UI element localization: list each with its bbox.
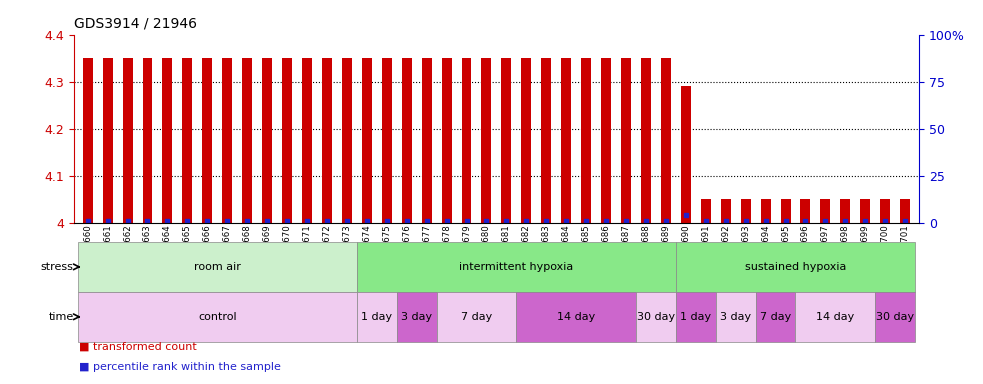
Text: GDS3914 / 21946: GDS3914 / 21946	[74, 17, 197, 31]
Text: 14 day: 14 day	[816, 312, 854, 322]
Bar	[302, 58, 312, 223]
Bar	[761, 199, 771, 223]
Bar	[716, 292, 756, 342]
Text: 30 day: 30 day	[876, 312, 914, 322]
Bar	[561, 58, 571, 223]
Bar	[83, 58, 92, 223]
Bar	[436, 292, 516, 342]
Bar	[860, 199, 870, 223]
Text: room air: room air	[194, 262, 241, 272]
Text: 3 day: 3 day	[401, 312, 433, 322]
Bar	[781, 199, 790, 223]
Bar	[222, 58, 232, 223]
Bar	[601, 58, 611, 223]
Bar	[183, 58, 193, 223]
Bar	[840, 199, 850, 223]
Text: 7 day: 7 day	[760, 312, 791, 322]
Text: 14 day: 14 day	[557, 312, 596, 322]
Bar	[621, 58, 631, 223]
Bar	[636, 292, 676, 342]
Text: 1 day: 1 day	[680, 312, 712, 322]
Bar	[880, 199, 891, 223]
Bar	[821, 199, 831, 223]
Text: ■ transformed count: ■ transformed count	[79, 341, 197, 351]
Bar	[542, 58, 551, 223]
Bar	[397, 292, 436, 342]
Bar	[501, 58, 511, 223]
Text: control: control	[198, 312, 237, 322]
Bar	[381, 58, 392, 223]
Bar	[516, 292, 636, 342]
Bar	[262, 58, 272, 223]
Bar	[441, 58, 451, 223]
Bar	[740, 199, 751, 223]
Bar	[357, 292, 397, 342]
Text: 30 day: 30 day	[637, 312, 675, 322]
Bar	[641, 58, 651, 223]
Bar	[756, 292, 795, 342]
Bar	[123, 58, 133, 223]
Bar	[661, 58, 670, 223]
Bar	[143, 58, 152, 223]
Bar	[162, 58, 172, 223]
Text: sustained hypoxia: sustained hypoxia	[745, 262, 846, 272]
Text: ■ percentile rank within the sample: ■ percentile rank within the sample	[79, 362, 280, 372]
Bar	[795, 292, 875, 342]
Bar	[721, 199, 730, 223]
Bar	[581, 58, 591, 223]
Bar	[701, 199, 711, 223]
Bar	[357, 242, 676, 292]
Bar	[102, 58, 113, 223]
Text: 1 day: 1 day	[361, 312, 392, 322]
Bar	[342, 58, 352, 223]
Text: time: time	[48, 312, 74, 322]
Text: 7 day: 7 day	[461, 312, 492, 322]
Bar	[202, 58, 212, 223]
Text: intermittent hypoxia: intermittent hypoxia	[459, 262, 573, 272]
Bar	[242, 58, 253, 223]
Bar	[676, 292, 716, 342]
Bar	[676, 242, 915, 292]
Bar	[282, 58, 292, 223]
Bar	[322, 58, 332, 223]
Bar	[521, 58, 531, 223]
Bar	[422, 58, 432, 223]
Bar	[462, 58, 472, 223]
Bar	[800, 199, 810, 223]
Bar	[78, 242, 357, 292]
Bar	[482, 58, 492, 223]
Bar	[78, 292, 357, 342]
Bar	[362, 58, 372, 223]
Text: 3 day: 3 day	[721, 312, 751, 322]
Bar	[875, 292, 915, 342]
Bar	[681, 86, 691, 223]
Text: stress: stress	[41, 262, 74, 272]
Bar	[900, 199, 910, 223]
Bar	[402, 58, 412, 223]
